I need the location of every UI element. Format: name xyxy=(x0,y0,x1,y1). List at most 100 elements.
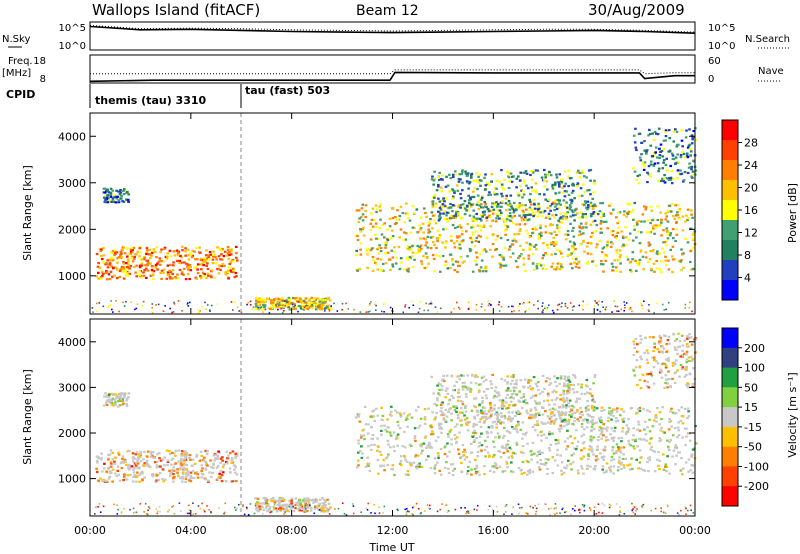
power-cell-4 xyxy=(580,171,584,175)
power-cell-2 xyxy=(298,299,302,302)
power-cell-3 xyxy=(598,239,602,242)
power-cell-5 xyxy=(676,143,679,147)
velocity-cell-0 xyxy=(230,457,234,460)
power-cell-5 xyxy=(686,171,690,175)
power-cell-5 xyxy=(662,147,665,150)
velocity-cell-3 xyxy=(595,455,598,458)
power-cell-3 xyxy=(469,205,473,208)
velocity-cell-0 xyxy=(111,468,115,471)
velocity-cell-5 xyxy=(663,334,666,337)
power-speckle xyxy=(142,300,145,303)
velocity-cell-3 xyxy=(396,444,399,447)
velocity-cell-3 xyxy=(622,446,626,449)
velocity-cell-3 xyxy=(617,461,621,464)
power-cell-2 xyxy=(294,307,297,310)
power-speckle xyxy=(91,307,94,309)
power-cell-3 xyxy=(584,221,588,225)
velocity-cell-0 xyxy=(136,467,139,470)
power-speckle xyxy=(187,305,190,307)
power-cell-2 xyxy=(322,303,325,307)
velocity-cell-0 xyxy=(103,467,106,470)
velocity-cell-5 xyxy=(659,368,663,371)
power-cell-4 xyxy=(556,198,559,202)
power-cell-3 xyxy=(371,269,375,272)
velocity-cell-0 xyxy=(195,455,198,458)
velocity-cell-5 xyxy=(636,343,639,346)
velocity-cell-5 xyxy=(671,364,675,367)
velocity-cell-4 xyxy=(574,400,578,404)
nsearch-label: N.Search xyxy=(745,34,790,45)
velocity-cell-3 xyxy=(582,433,586,436)
power-cell-3 xyxy=(444,246,447,249)
power-cell-0 xyxy=(159,260,162,263)
velocity-cell-3 xyxy=(610,410,614,413)
power-cell-4 xyxy=(544,176,547,179)
power-cell-0 xyxy=(120,252,123,255)
power-cell-3 xyxy=(640,220,643,223)
velocity-cell-1 xyxy=(112,393,115,396)
velocity-cell-4 xyxy=(554,418,557,421)
power-cell-3 xyxy=(559,212,563,215)
power-cell-0 xyxy=(106,266,110,269)
power-cell-4 xyxy=(555,173,558,176)
power-speckle xyxy=(198,311,200,314)
velocity-cell-5 xyxy=(666,339,670,342)
velocity-cell-5 xyxy=(659,340,663,343)
velocity-cell-3 xyxy=(382,464,386,467)
power-cell-0 xyxy=(226,270,229,274)
velocity-cell-0 xyxy=(183,453,187,456)
velocity-cell-2 xyxy=(272,505,276,508)
velocity-cell-0 xyxy=(116,469,120,472)
power-cell-4 xyxy=(555,176,559,179)
power-cell-3 xyxy=(602,220,606,223)
power-cell-3 xyxy=(525,208,528,211)
velocity-cell-4 xyxy=(447,399,451,402)
power-cell-3 xyxy=(528,235,532,238)
velocity-speckle xyxy=(439,508,441,511)
power-cell-1 xyxy=(108,199,111,202)
velocity-cell-3 xyxy=(529,450,532,453)
velocity-cell-1 xyxy=(126,397,129,400)
power-cell-3 xyxy=(554,268,558,271)
power-cell-3 xyxy=(475,256,479,259)
power-cell-0 xyxy=(166,252,169,255)
power-cell-4 xyxy=(503,219,506,223)
velocity-cell-3 xyxy=(590,430,593,433)
power-cell-3 xyxy=(666,220,670,223)
velocity-cell-5 xyxy=(688,359,691,363)
velocity-cell-0 xyxy=(209,459,212,462)
velocity-cell-3 xyxy=(668,440,671,443)
power-cell-3 xyxy=(564,218,568,221)
velocity-speckle xyxy=(236,507,238,510)
velocity-cell-0 xyxy=(139,451,143,454)
velocity-cell-3 xyxy=(439,473,443,476)
power-speckle xyxy=(542,302,544,304)
power-cell-2 xyxy=(294,297,297,300)
power-cell-3 xyxy=(549,241,553,244)
power-cell-3 xyxy=(481,249,485,252)
power-cell-4 xyxy=(517,175,520,178)
velocity-cell-0 xyxy=(122,479,125,482)
power-speckle xyxy=(525,310,527,312)
velocity-cell-0 xyxy=(149,452,153,455)
velocity-cell-3 xyxy=(430,426,433,429)
power-cell-3 xyxy=(664,255,667,258)
power-cell-4 xyxy=(456,214,460,217)
power-cell-3 xyxy=(574,248,577,251)
power-cell-3 xyxy=(566,230,570,233)
velocity-cell-0 xyxy=(158,457,161,460)
velocity-cell-0 xyxy=(143,476,146,479)
velocity-cell-5 xyxy=(651,356,654,359)
velocity-cell-3 xyxy=(634,412,638,415)
power-cell-0 xyxy=(209,274,213,277)
power-cell-0 xyxy=(160,269,164,272)
velocity-cell-0 xyxy=(158,465,162,468)
power-cell-4 xyxy=(589,213,593,216)
velocity-cell-0 xyxy=(110,464,113,467)
velocity-cell-3 xyxy=(472,440,476,443)
power-cell-1 xyxy=(106,188,109,191)
power-cell-0 xyxy=(223,250,227,253)
velocity-cell-5 xyxy=(650,371,653,374)
velocity-cell-3 xyxy=(596,448,599,451)
velocity-cell-4 xyxy=(450,419,453,422)
